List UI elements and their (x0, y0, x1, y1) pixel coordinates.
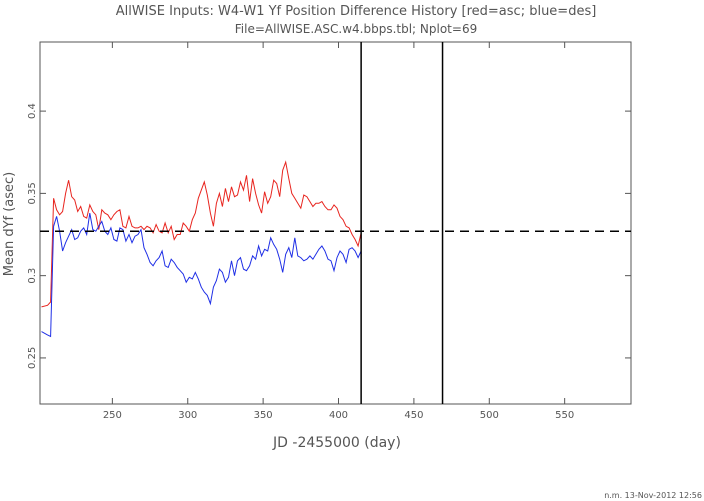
reference-layer (40, 42, 631, 404)
footer-timestamp: n.m. 13-Nov-2012 12:56 (604, 491, 702, 500)
chart-subtitle: File=AllWISE.ASC.w4.bbps.tbl; Nplot=69 (235, 22, 477, 36)
y-axis: 0.25 0.3 0.35 0.4 (27, 103, 631, 369)
series-line-asc (41, 160, 362, 308)
series-line-des (41, 213, 362, 338)
x-tick-label: 350 (254, 410, 273, 421)
y-axis-label: Mean dYf (asec) (2, 172, 17, 276)
y-tick-label: 0.4 (27, 103, 38, 119)
y-tick-label: 0.35 (27, 182, 38, 204)
y-tick-label: 0.25 (27, 347, 38, 369)
chart-title: AllWISE Inputs: W4-W1 Yf Position Differ… (116, 4, 597, 19)
x-tick-label: 300 (178, 410, 197, 421)
series-layer (41, 160, 362, 338)
x-axis-label: JD -2455000 (day) (272, 435, 401, 451)
x-tick-label: 250 (103, 410, 122, 421)
plot-frame (39, 41, 632, 405)
x-tick-label: 550 (555, 410, 574, 421)
x-axis: 250 300 350 400 450 500 550 (103, 42, 574, 421)
y-tick-label: 0.3 (27, 268, 38, 284)
x-tick-label: 500 (480, 410, 499, 421)
x-tick-label: 450 (404, 410, 423, 421)
x-tick-label: 400 (329, 410, 348, 421)
